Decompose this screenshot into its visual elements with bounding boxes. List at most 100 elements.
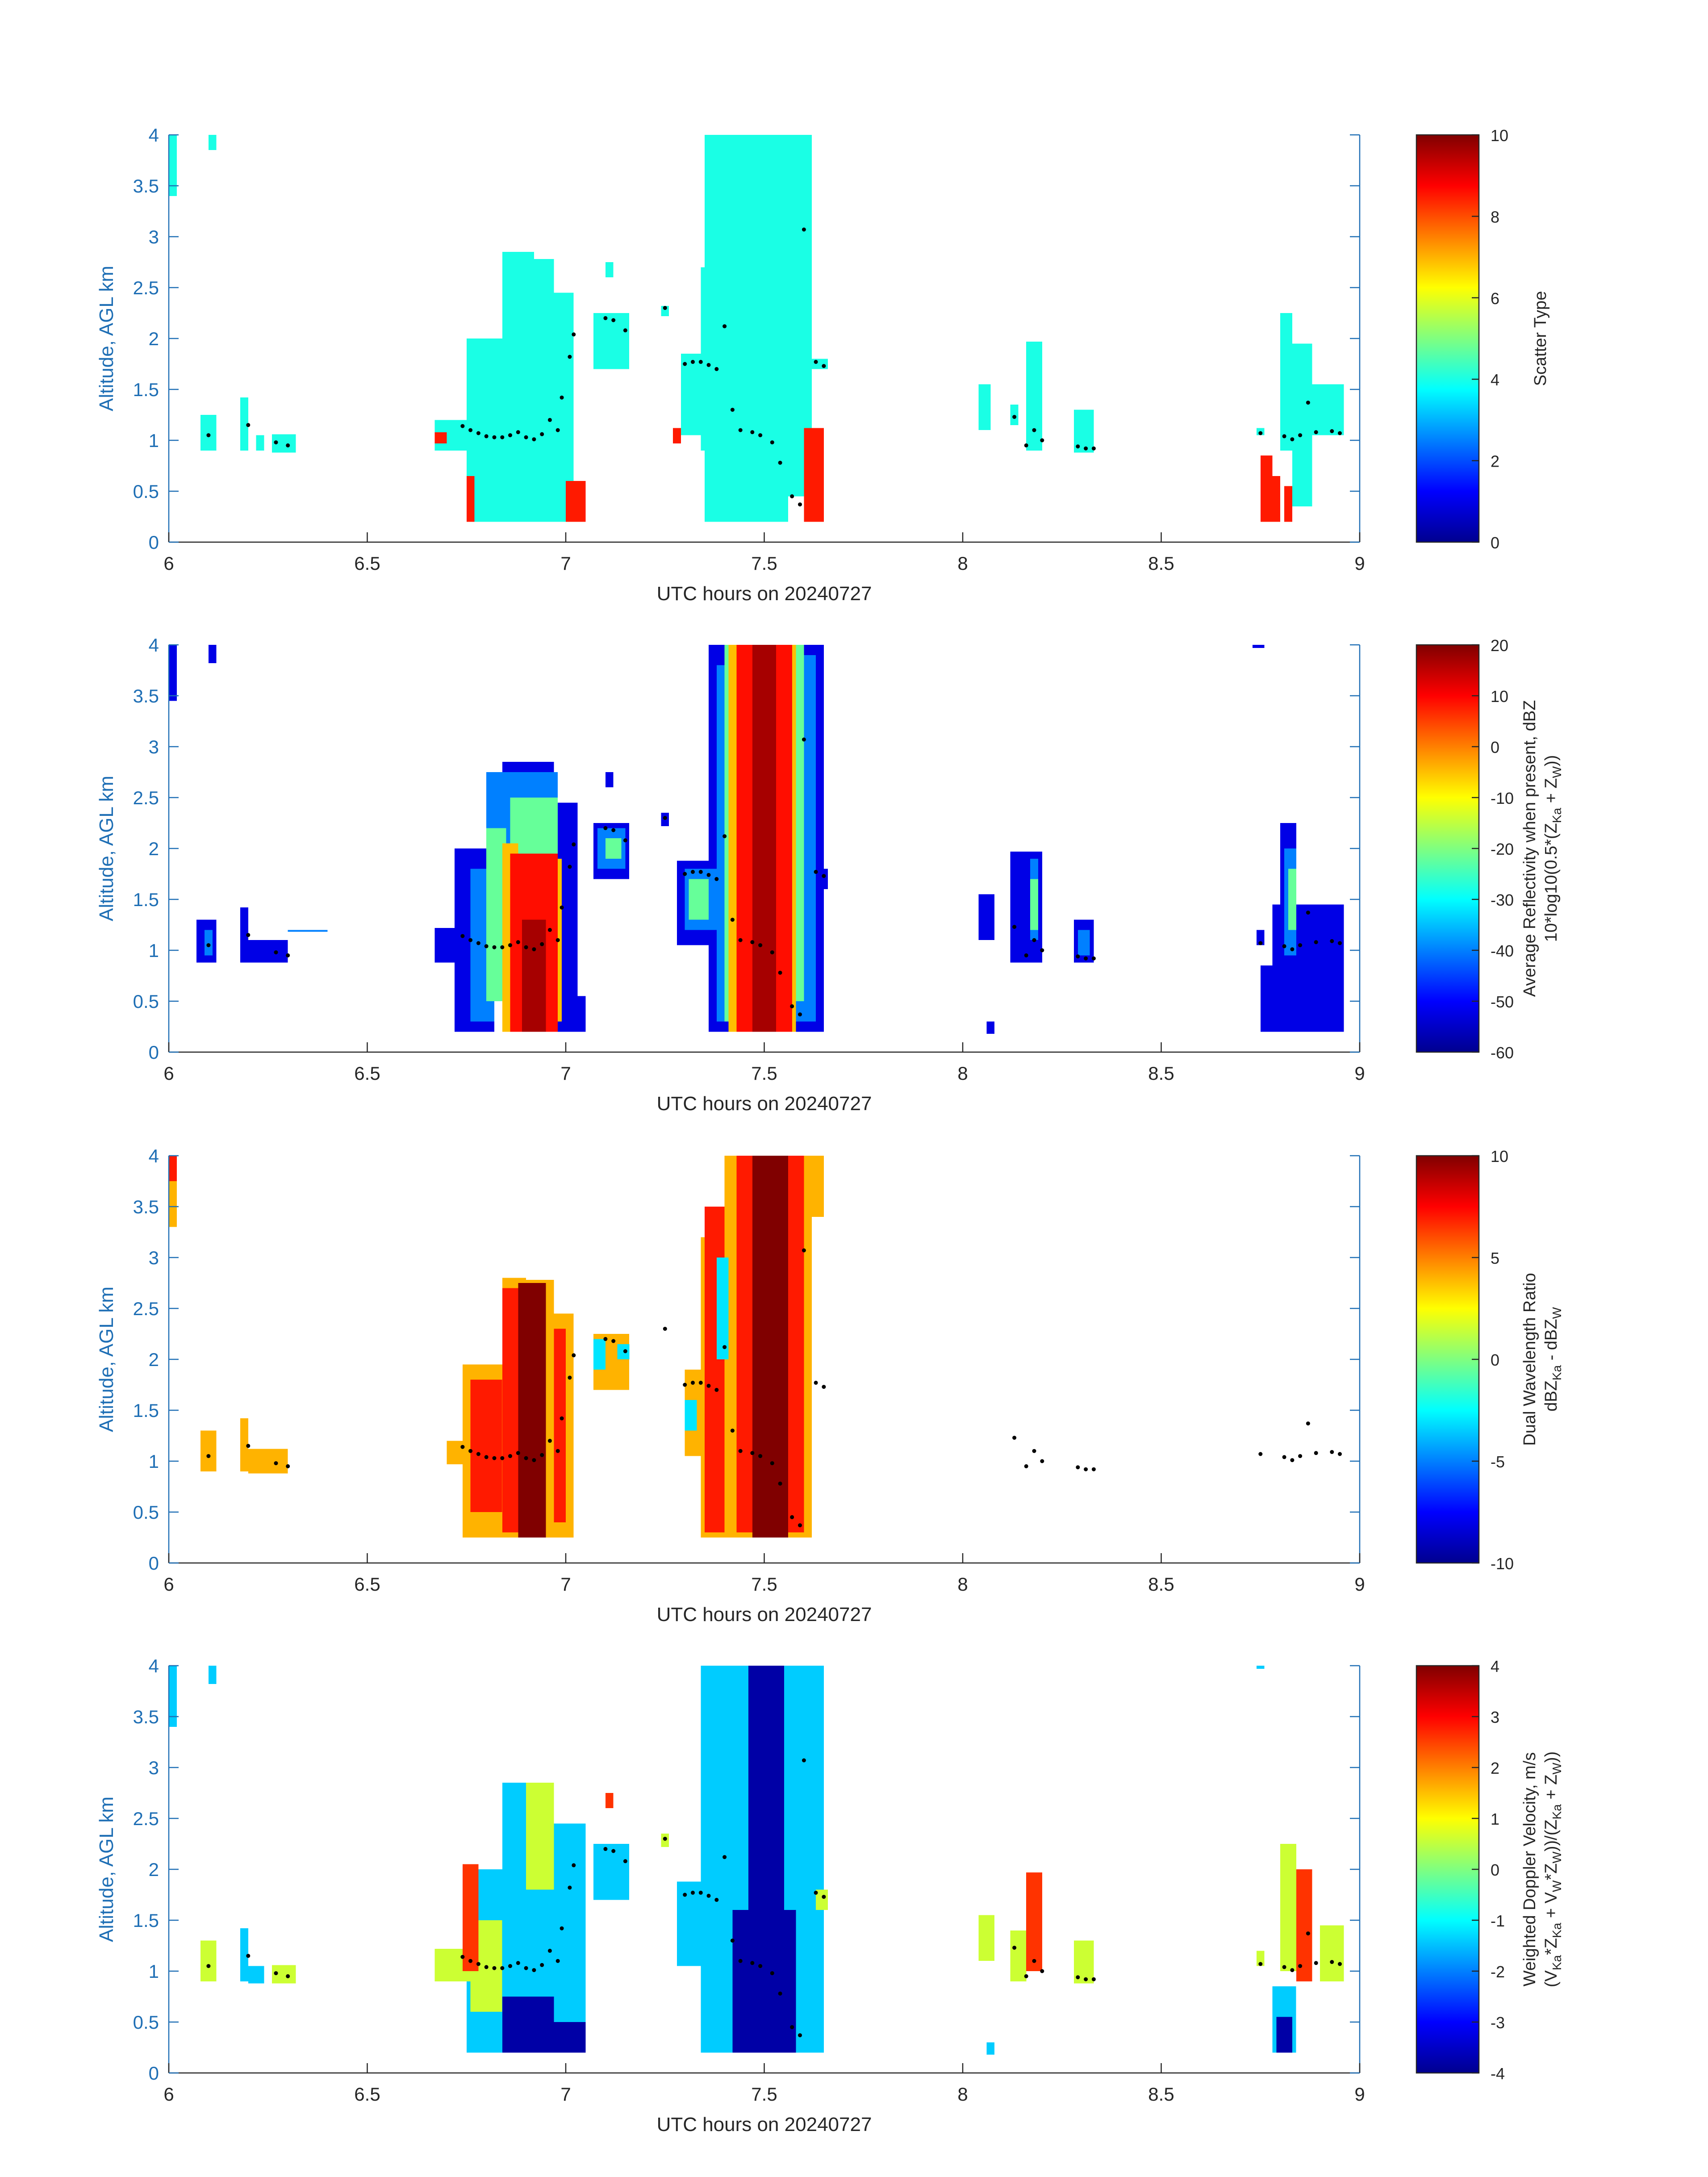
data-point [706, 1893, 711, 1898]
data-point [814, 1380, 818, 1385]
data-point [706, 1383, 711, 1388]
y-tick-label: 0.5 [133, 2012, 159, 2033]
data-point [691, 869, 695, 874]
data-point [722, 324, 727, 329]
data-point [508, 1964, 512, 1968]
heatmap-cell [1304, 384, 1344, 435]
data-point [1084, 956, 1088, 961]
data-point [1032, 1959, 1036, 1963]
heatmap-cell [518, 1283, 546, 1538]
heatmap-cell [466, 476, 475, 522]
data-point [603, 1847, 608, 1851]
y-tick-label: 1.5 [133, 1910, 159, 1931]
heatmap-cell [240, 1928, 248, 1981]
data-point [524, 435, 528, 439]
y-tick-label: 1 [149, 940, 159, 961]
heatmap-cell [1284, 486, 1292, 522]
data-point [560, 1926, 564, 1930]
heatmap-cell [593, 1339, 606, 1370]
colorbar-tick-label: -1 [1491, 1912, 1505, 1930]
x-tick-label: 8 [957, 1063, 968, 1084]
y-tick-label: 2.5 [133, 277, 159, 298]
heatmap-cell [1026, 1872, 1042, 1971]
data-point [790, 1004, 794, 1008]
data-point [568, 355, 572, 359]
panel-1: 6 6.5 7 7.5 8 8.5 9 UTC hours on 20240727 0 0.5 1 1… [96, 125, 1550, 605]
heatmap-cell [566, 996, 586, 1032]
data-point [1258, 1452, 1263, 1456]
y-tick-label: 2.5 [133, 787, 159, 808]
data-point [1306, 911, 1310, 915]
heatmap-cell [986, 2042, 995, 2055]
heatmap-cell [816, 1889, 828, 1910]
y-tick-label: 0 [149, 1553, 159, 1574]
heatmap-cell [705, 135, 733, 522]
panel-2: 6 6.5 7 7.5 8 8.5 9 UTC hours on 20240727 0 0.5 1 1… [96, 635, 1564, 1115]
data-point [822, 364, 826, 368]
data-point [1298, 1964, 1303, 1968]
heatmap-cell [752, 1156, 788, 1538]
y-tick-label: 3.5 [133, 1196, 159, 1217]
data-point [1012, 415, 1017, 419]
x-tick-label: 8.5 [1148, 1574, 1174, 1595]
heatmap-cell [1280, 313, 1292, 451]
data-point [750, 430, 755, 435]
y-tick-label: 3 [149, 1247, 159, 1268]
colorbar-label: Average Reflectivity when present, dBZ 10… [1520, 700, 1564, 997]
y-tick-label: 2 [149, 1349, 159, 1370]
heatmap-cell [1010, 1930, 1027, 1981]
heatmap-cell [1276, 2017, 1292, 2053]
data-point [611, 1849, 616, 1853]
data-point [1338, 431, 1342, 435]
subscript: W [1550, 1880, 1564, 1892]
data-point [572, 842, 576, 847]
colorbar-title: Scatter Type [1531, 291, 1550, 386]
data-point [706, 363, 711, 367]
data-point [206, 433, 211, 438]
data-point [532, 1458, 536, 1462]
data-point [468, 1959, 473, 1963]
data-point [758, 943, 763, 948]
heatmap-cell [502, 252, 534, 522]
data-point [286, 953, 290, 957]
colorbar-tick-label: -2 [1491, 1963, 1505, 1981]
data-point [611, 1339, 616, 1343]
data-point [714, 877, 719, 881]
y-tick-label: 4 [149, 1145, 159, 1166]
colorbar-formula: 10*log10(0.5*(ZKa + ZW)) [1542, 755, 1564, 942]
heatmap-cell [593, 313, 630, 369]
data-point [758, 1454, 763, 1458]
heatmap-cell [617, 1344, 630, 1359]
data-point [524, 945, 528, 949]
subscript: Ka [1550, 1365, 1564, 1381]
heatmap-cell [1256, 1951, 1265, 1966]
heatmap-cell [716, 1258, 729, 1359]
x-tick-label: 8.5 [1148, 553, 1174, 574]
subscript: W [1550, 1851, 1564, 1864]
heatmap-cell [1253, 645, 1265, 648]
heatmap-cell [732, 1910, 796, 2053]
y-tick-label: 2.5 [133, 1808, 159, 1829]
data-point [1314, 1961, 1318, 1965]
data-point [246, 423, 251, 427]
heatmap-cell [812, 359, 828, 369]
data-point [555, 938, 560, 942]
heatmap-cell [978, 894, 995, 940]
data-point [492, 945, 497, 949]
heatmap-cell [169, 1666, 177, 1727]
data-point [1012, 925, 1017, 929]
data-point [1024, 1974, 1028, 1978]
data-point [790, 1515, 794, 1519]
heatmap-cell [661, 306, 669, 316]
data-point [206, 1454, 211, 1458]
data-point [492, 1966, 497, 1970]
data-point [1040, 1459, 1044, 1463]
y-axis-label: Altitude, AGL km [96, 1797, 117, 1942]
data-point [540, 1453, 544, 1457]
data-point [560, 1416, 564, 1421]
data-point [1298, 433, 1303, 438]
data-point [476, 1962, 480, 1966]
data-point [698, 1890, 703, 1895]
data-point [603, 826, 608, 830]
